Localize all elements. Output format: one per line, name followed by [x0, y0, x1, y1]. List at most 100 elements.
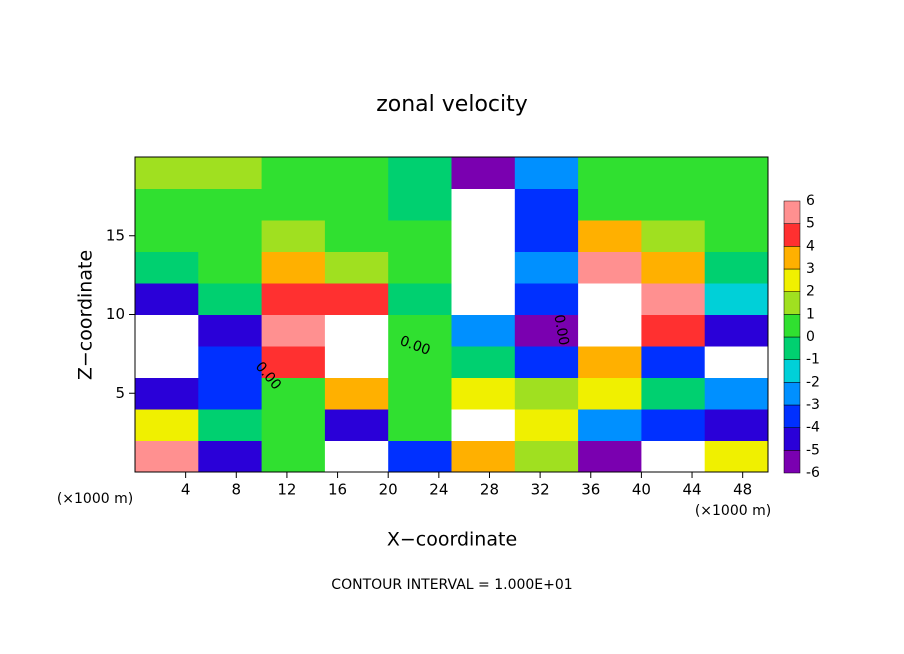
heat-cell [451, 251, 516, 284]
heat-cell [641, 283, 706, 315]
y-axis-label: Z−coordinate [75, 250, 97, 380]
heat-cell [514, 220, 579, 252]
y-tick-label: 5 [115, 384, 125, 402]
colorbar-label: 0 [806, 329, 815, 345]
heat-cell [641, 220, 706, 252]
heat-cell [704, 377, 769, 410]
heat-cell [324, 283, 389, 315]
heat-cell [388, 220, 452, 252]
heat-cell [578, 409, 642, 441]
heat-cell [135, 377, 199, 410]
heat-cell [704, 440, 769, 473]
heat-cell [261, 314, 326, 347]
x-tick-label: 24 [429, 481, 448, 499]
heat-cell [324, 314, 389, 347]
x-tick-label: 44 [682, 481, 701, 499]
heat-cell [388, 409, 452, 441]
heat-cell [135, 188, 199, 221]
heat-cell [704, 409, 769, 441]
heat-cell [388, 314, 452, 347]
heat-cell [261, 377, 326, 410]
heat-cell [388, 251, 452, 284]
heat-cell [198, 409, 263, 441]
y-unit-label: (×1000 m) [57, 491, 133, 507]
heat-cell [641, 377, 706, 410]
heat-cell [135, 283, 199, 315]
heat-cell [261, 188, 326, 221]
heat-cell [514, 157, 579, 189]
colorbar-label: -1 [806, 352, 820, 368]
colorbar-band [783, 314, 801, 338]
heat-cell [135, 314, 199, 347]
heat-cell [388, 440, 452, 473]
colorbar-band [783, 450, 801, 474]
x-tick-label: 40 [632, 481, 651, 499]
colorbar-label: 3 [806, 261, 815, 277]
heat-cell [641, 440, 706, 473]
heat-cell [388, 346, 452, 378]
heat-cell [451, 346, 516, 378]
heat-cell [514, 283, 579, 315]
heat-cell [135, 220, 199, 252]
heat-cell [451, 409, 516, 441]
heat-cell [451, 440, 516, 473]
heat-cell [578, 314, 642, 347]
heat-cell [704, 220, 769, 252]
heat-cell [324, 220, 389, 252]
colorbar-label: -4 [806, 420, 820, 436]
heat-cell [388, 157, 452, 189]
colorbar-band [783, 291, 801, 315]
colorbar-label: -6 [806, 465, 820, 481]
x-tick-label: 28 [480, 481, 499, 499]
heat-cell [704, 251, 769, 284]
colorbar-label: -5 [806, 442, 820, 458]
heat-cell [261, 440, 326, 473]
heat-cell [198, 220, 263, 252]
colorbar-band [783, 427, 801, 451]
colorbar-band [783, 382, 801, 406]
colorbar-band [783, 268, 801, 292]
heat-cell [641, 188, 706, 221]
x-unit-label: (×1000 m) [695, 503, 771, 519]
heat-cell [324, 409, 389, 441]
heat-cell [324, 440, 389, 473]
heat-cell [135, 157, 199, 189]
chart-title: zonal velocity [376, 92, 528, 117]
colorbar-label: 2 [806, 284, 815, 300]
heat-cell [198, 283, 263, 315]
heat-cell [641, 314, 706, 347]
colorbar-band [783, 246, 801, 270]
heat-cell [578, 157, 642, 189]
colorbar-band [783, 336, 801, 360]
heat-cell [704, 346, 769, 378]
x-tick-label: 20 [379, 481, 398, 499]
colorbar-band [783, 223, 801, 247]
x-tick-label: 12 [277, 481, 296, 499]
heat-cell [451, 188, 516, 221]
heat-cell [578, 440, 642, 473]
heat-cell [641, 157, 706, 189]
heat-cell [578, 220, 642, 252]
heat-cell [641, 346, 706, 378]
colorbar-label: 5 [806, 216, 815, 232]
heat-cell [261, 409, 326, 441]
colorbar-label: 1 [806, 306, 815, 322]
heat-cell [324, 377, 389, 410]
x-tick-label: 8 [232, 481, 242, 499]
heat-cell [704, 188, 769, 221]
x-tick-label: 4 [181, 481, 191, 499]
heat-cell [198, 157, 263, 189]
heat-cell [388, 283, 452, 315]
colorbar-band [783, 200, 801, 224]
colorbar-label: 6 [806, 193, 815, 209]
heat-cell [135, 440, 199, 473]
heat-cell [578, 188, 642, 221]
colorbar-band [783, 404, 801, 428]
colorbar-band [783, 359, 801, 383]
heat-cell [704, 283, 769, 315]
heat-cell [451, 157, 516, 189]
colorbar-label: -3 [806, 397, 820, 413]
heat-cell [388, 188, 452, 221]
